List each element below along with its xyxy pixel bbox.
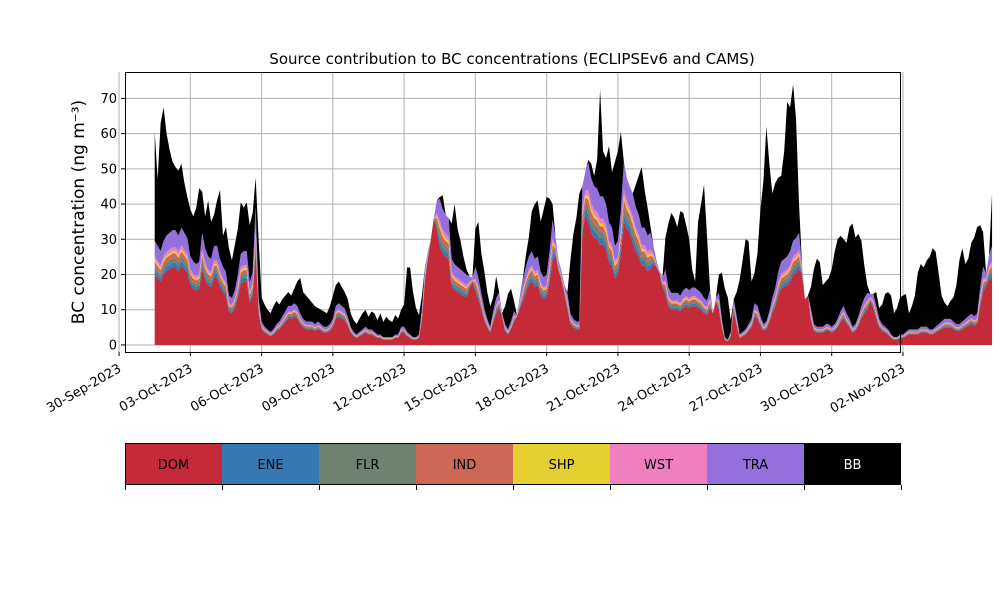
x-tick-label: 27-Oct-2023 bbox=[687, 361, 765, 415]
legend-label-dom: DOM bbox=[158, 458, 189, 473]
legend-swatch-shp bbox=[513, 443, 610, 485]
x-tick-label: 03-Oct-2023 bbox=[117, 361, 195, 415]
x-tick-label: 09-Oct-2023 bbox=[259, 361, 337, 415]
y-tick-label: 20 bbox=[100, 268, 117, 283]
y-tick-label: 60 bbox=[100, 127, 117, 142]
legend-label-tra: TRA bbox=[742, 458, 768, 473]
legend-swatch-wst bbox=[610, 443, 707, 485]
legend-swatch-bb bbox=[804, 443, 901, 485]
x-tick-label: 30-Sep-2023 bbox=[44, 361, 124, 416]
y-tick-label: 10 bbox=[100, 303, 117, 318]
legend-label-ind: IND bbox=[453, 458, 477, 473]
legend-swatch-ene bbox=[222, 443, 319, 485]
legend-label-bb: BB bbox=[844, 458, 862, 473]
y-tick-label: 0 bbox=[109, 338, 117, 353]
x-tick-label: 24-Oct-2023 bbox=[616, 361, 694, 415]
x-tick-label: 12-Oct-2023 bbox=[331, 361, 409, 415]
legend-label-shp: SHP bbox=[549, 458, 575, 473]
legend-swatch-ind bbox=[416, 443, 513, 485]
y-tick-label: 30 bbox=[100, 233, 117, 248]
legend-label-wst: WST bbox=[644, 458, 673, 473]
x-tick-label: 30-Oct-2023 bbox=[758, 361, 836, 415]
area-dom bbox=[154, 212, 993, 345]
x-tick-label: 21-Oct-2023 bbox=[545, 361, 623, 415]
legend-swatch-tra bbox=[707, 443, 804, 485]
y-tick-label: 70 bbox=[100, 92, 117, 107]
legend-frame bbox=[125, 443, 901, 485]
y-tick-label: 50 bbox=[100, 162, 117, 177]
area-layer bbox=[154, 84, 993, 345]
source-legend: DOM ENE FLR IND SHP WST TRA BB bbox=[125, 443, 902, 490]
area-bb bbox=[154, 84, 993, 340]
y-axis-ticks: 0 10 20 30 40 50 60 70 bbox=[100, 92, 125, 353]
x-axis-ticks: 30-Sep-202303-Oct-202306-Oct-202309-Oct-… bbox=[44, 352, 908, 416]
legend-swatch-dom bbox=[125, 443, 222, 485]
plot-frame bbox=[125, 72, 901, 353]
legend-label-ene: ENE bbox=[257, 458, 283, 473]
y-tick-label: 40 bbox=[100, 198, 117, 213]
x-tick-label: 18-Oct-2023 bbox=[473, 361, 551, 415]
x-tick-label: 06-Oct-2023 bbox=[188, 361, 266, 415]
legend-label-flr: FLR bbox=[356, 458, 380, 473]
y-axis-title: BC concentration (ng m⁻³) bbox=[69, 100, 89, 324]
legend-swatch-flr bbox=[319, 443, 416, 485]
chart-title: Source contribution to BC concentrations… bbox=[269, 50, 754, 68]
x-tick-label: 15-Oct-2023 bbox=[402, 361, 480, 415]
x-tick-label: 02-Nov-2023 bbox=[828, 361, 908, 416]
